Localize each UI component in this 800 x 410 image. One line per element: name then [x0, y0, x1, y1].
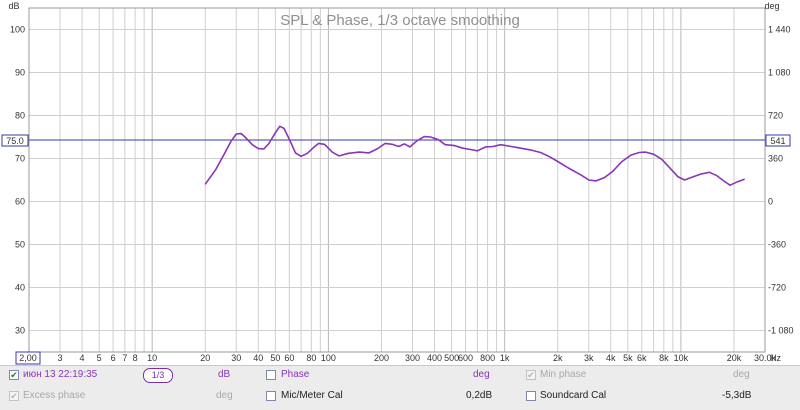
left-tick-label: 80: [15, 111, 25, 121]
freq-tick-label: 10: [147, 353, 157, 363]
phase-label: Phase: [281, 369, 310, 380]
excess-phase-label: Excess phase: [23, 390, 86, 401]
freq-tick-label: 6k: [637, 353, 647, 363]
mic-cal-value: 0,2dB: [466, 390, 493, 401]
freq-tick-label: 4: [80, 353, 85, 363]
trace-name-label: июн 13 22:19:35: [23, 369, 98, 380]
spl-marker-left-box[interactable]: [1, 134, 29, 147]
vertical-grid: [59, 8, 735, 352]
freq-tick-label: 3: [58, 353, 63, 363]
freq-tick-label: 6: [111, 353, 116, 363]
freq-tick-label: 5: [97, 353, 102, 363]
left-tick-label: 60: [15, 197, 25, 207]
legend-row-1: ✔ июн 13 22:19:35 1/3 dB Phase deg ✔ Min…: [0, 366, 800, 386]
freq-tick-label: 8k: [659, 353, 669, 363]
plot-area-frame: [28, 7, 766, 353]
spl-trace-line: [204, 125, 745, 186]
left-tick-label: 50: [15, 240, 25, 250]
mic-cal-label: Mic/Meter Cal: [281, 390, 343, 401]
excess-phase-unit-label: deg: [216, 390, 233, 401]
min-phase-checkbox[interactable]: ✔: [526, 370, 536, 380]
right-tick-label: 720: [768, 111, 783, 121]
right-tick-label: 1 440: [768, 25, 791, 35]
freq-tick-label: 40: [253, 353, 263, 363]
x-min-value: 2,00: [19, 353, 37, 363]
smoothing-button[interactable]: 1/3: [143, 368, 173, 383]
freq-tick-label: 100: [321, 353, 336, 363]
soundcard-cal-checkbox[interactable]: [526, 391, 536, 401]
legend-row-2: ✔ Excess phase deg Mic/Meter Cal 0,2dB S…: [0, 387, 800, 407]
freq-tick-label: 200: [374, 353, 389, 363]
left-tick-label: 40: [15, 283, 25, 293]
freq-tick-label: 800: [480, 353, 495, 363]
freq-tick-label: 30.0k: [754, 353, 777, 363]
freq-tick-label: 1k: [500, 353, 510, 363]
graph-title: SPL & Phase, 1/3 octave smoothing: [280, 12, 520, 29]
phase-checkbox[interactable]: [266, 370, 276, 380]
spl-marker-right-box[interactable]: [765, 134, 791, 147]
trace-visible-checkbox[interactable]: ✔: [9, 370, 19, 380]
freq-tick-label: 80: [306, 353, 316, 363]
soundcard-cal-label: Soundcard Cal: [540, 390, 607, 401]
right-tick-label: 0: [768, 197, 773, 207]
freq-tick-label: 30: [231, 353, 241, 363]
freq-tick-label: 50: [270, 353, 280, 363]
horizontal-grid: [29, 29, 765, 331]
freq-tick-label: 7: [122, 353, 127, 363]
freq-tick-label: 400: [427, 353, 442, 363]
freq-tick-label: 500: [444, 353, 459, 363]
freq-tick-label: 60: [284, 353, 294, 363]
freq-unit-label: Hz: [770, 353, 781, 363]
freq-tick-label: 8: [133, 353, 138, 363]
x-min-box[interactable]: [15, 351, 41, 365]
legend-panel: ✔ июн 13 22:19:35 1/3 dB Phase deg ✔ Min…: [0, 365, 800, 410]
freq-tick-label: 2k: [553, 353, 563, 363]
right-tick-label: -360: [768, 240, 786, 250]
phase-unit-label: deg: [473, 369, 490, 380]
right-tick-label: 1 080: [768, 68, 791, 78]
left-tick-label: 90: [15, 68, 25, 78]
min-phase-label: Min phase: [540, 369, 587, 380]
left-tick-label: 100: [10, 25, 25, 35]
freq-tick-label: 3k: [584, 353, 594, 363]
spl-marker-right-value: 541: [770, 136, 785, 146]
excess-phase-checkbox[interactable]: ✔: [9, 391, 19, 401]
freq-tick-label: 300: [405, 353, 420, 363]
freq-tick-label: 20k: [727, 353, 742, 363]
min-phase-unit-label: deg: [733, 369, 750, 380]
spl-marker-left-value: 75.0: [6, 136, 24, 146]
trace-unit-label: dB: [218, 369, 231, 380]
left-unit-label: dB: [8, 1, 19, 11]
soundcard-cal-value: -5,3dB: [722, 390, 752, 401]
freq-tick-label: 600: [458, 353, 473, 363]
right-tick-label: -1 080: [768, 326, 794, 336]
freq-tick-label: 20: [200, 353, 210, 363]
right-unit-label: deg: [764, 1, 779, 11]
right-tick-label: -720: [768, 283, 786, 293]
right-tick-label: 360: [768, 154, 783, 164]
left-tick-label: 30: [15, 326, 25, 336]
spl-phase-graph[interactable]: SPL & Phase, 1/3 octave smoothing dB deg…: [0, 0, 800, 365]
left-tick-label: 70: [15, 154, 25, 164]
right-axis-ticks: 1 440 1 080 720 360 0 -360 -720 -1 080: [768, 25, 794, 336]
mic-cal-checkbox[interactable]: [266, 391, 276, 401]
freq-tick-label: 4k: [606, 353, 616, 363]
freq-tick-label: 10k: [674, 353, 689, 363]
left-axis-ticks: 100 90 80 70 60 50 40 30: [10, 25, 25, 336]
freq-tick-label: 5k: [623, 353, 633, 363]
